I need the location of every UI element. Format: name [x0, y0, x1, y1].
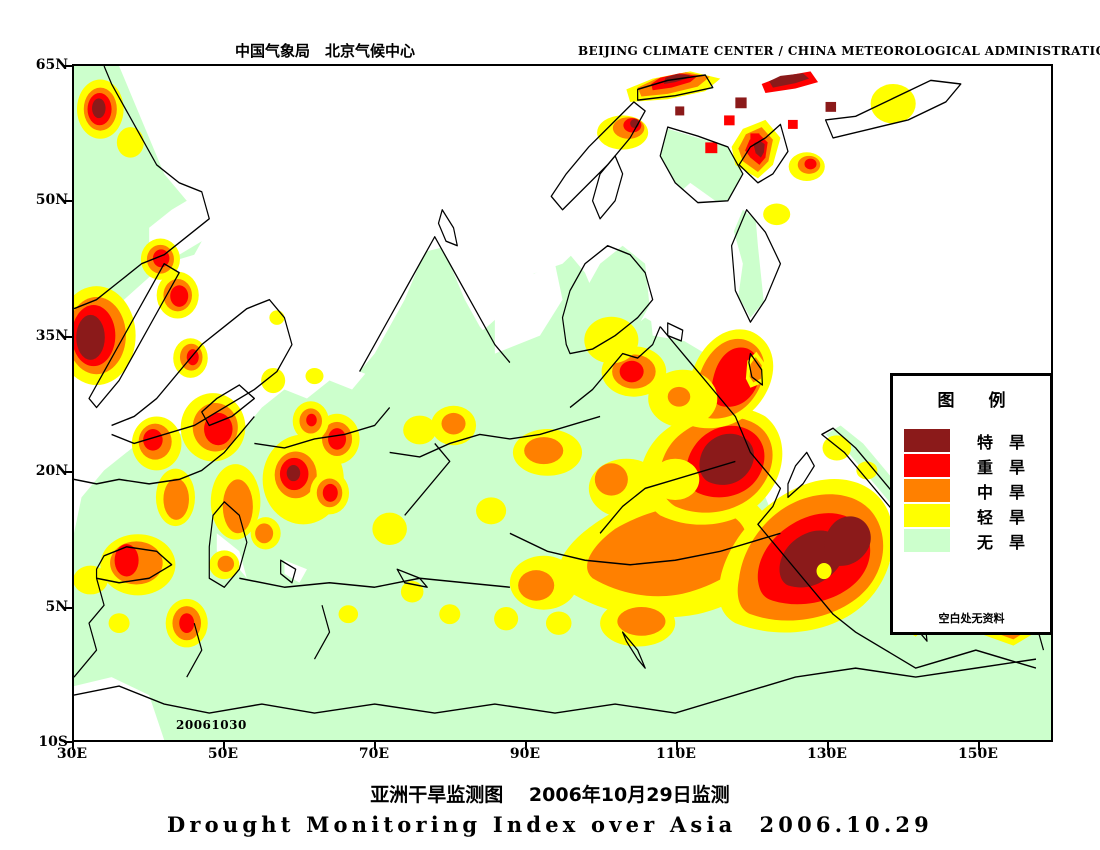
drought-region-siberia-patch: [494, 606, 519, 631]
x-tick-90e: 90E: [509, 746, 541, 762]
drought-region-japan: [822, 435, 878, 480]
legend-item-none: 无 旱: [903, 528, 1025, 553]
drought-region-se-africa: [77, 79, 124, 139]
x-tick-150e: 150E: [958, 746, 998, 762]
drought-region-maluku: [788, 152, 825, 182]
header-org-en: BEIJING CLIMATE CENTER / CHINA METEOROLO…: [578, 44, 1100, 58]
x-tickmark-30e: [72, 742, 74, 750]
drought-region-scattered: [108, 310, 461, 634]
drought-region-tanzania: [116, 127, 144, 158]
drought-region-taiwan: [745, 351, 766, 388]
drought-region-uzbekistan: [250, 517, 281, 550]
y-tickmark-5n: [64, 607, 72, 609]
x-tick-110e: 110E: [656, 746, 696, 762]
drought-region-borneo-pix: [675, 97, 837, 154]
drought-region-west-russia: [165, 598, 208, 648]
legend-title: 图 例: [937, 391, 1006, 411]
x-tick-30e: 30E: [56, 746, 88, 762]
y-tick-65n: 65N: [35, 57, 68, 73]
x-tickmark-70e: [374, 742, 376, 750]
y-tickmark-65n: [64, 65, 72, 67]
x-tickmark-110e: [676, 742, 678, 750]
legend-swatch-moderate: [903, 478, 951, 503]
drought-region-loess-plateau: [588, 458, 664, 519]
drought-region-tibet-edge: [512, 429, 583, 476]
drought-region-kazakhstan-east: [309, 471, 350, 515]
header-org-cn: 中国气象局 北京气候中心: [235, 42, 416, 60]
y-tickmark-50n: [64, 200, 72, 202]
drought-region-zagros: [131, 416, 182, 471]
legend-label-none: 无 旱: [977, 532, 1026, 552]
drought-region-sumatra-south: [597, 115, 649, 150]
legend-note: 空白处无资料: [938, 612, 1005, 625]
y-tick-5n: 5N: [45, 599, 68, 615]
x-tick-130e: 130E: [807, 746, 847, 762]
legend-label-extreme: 特 旱: [977, 432, 1026, 452]
drought-region-java: [626, 71, 721, 102]
x-tickmark-50e: [223, 742, 225, 750]
datestamp-label: 20061030: [176, 718, 247, 732]
y-tick-35n: 35N: [35, 328, 68, 344]
drought-region-siberia-patch2: [545, 611, 572, 635]
drought-region-aral: [210, 464, 261, 540]
legend-label-severe: 重 旱: [977, 457, 1026, 477]
y-tick-10s: 10S: [38, 734, 68, 750]
drought-region-caspian-north: [209, 550, 240, 580]
drought-region-iraq: [155, 468, 195, 527]
x-tick-50e: 50E: [207, 746, 239, 762]
drought-region-turkey: [100, 534, 176, 596]
legend-item-light: 轻 旱: [903, 503, 1025, 528]
x-tick-70e: 70E: [358, 746, 390, 762]
drought-region-hunan: [648, 369, 718, 428]
legend-swatch-none: [903, 528, 951, 553]
y-tickmark-35n: [64, 336, 72, 338]
title-english: Drought Monitoring Index over Asia 2006.…: [167, 812, 933, 837]
title-chinese: 亚洲干旱监测图 2006年10月29日监测: [370, 784, 730, 806]
legend-item-extreme: 特 旱: [903, 428, 1025, 453]
drought-region-mongolia-west: [509, 555, 578, 610]
drought-region-timor: [761, 71, 819, 93]
y-tickmark-20n: [64, 471, 72, 473]
drought-region-new-guinea: [870, 83, 916, 124]
legend-item-moderate: 中 旱: [903, 478, 1025, 503]
drought-region-india-nw: [430, 405, 477, 446]
y-tick-20n: 20N: [35, 463, 68, 479]
x-tickmark-90e: [525, 742, 527, 750]
legend-rows: 特 旱 重 旱 中 旱 轻 旱 无 旱: [903, 428, 1025, 553]
legend-box: 图 例 特 旱 重 旱 中 旱 轻 旱 无 旱 空白处无资料: [890, 373, 1053, 635]
legend-swatch-severe: [903, 453, 951, 478]
map-plot-area[interactable]: [72, 64, 1053, 742]
drought-region-northeast-china: [718, 479, 894, 633]
drought-region-red-sea: [74, 286, 136, 386]
y-tick-50n: 50N: [35, 192, 68, 208]
drought-region-mongolia-north: [600, 599, 676, 647]
drought-region-siberia-west: [372, 512, 407, 545]
drought-region-philippines-south: [763, 203, 791, 226]
legend-item-severe: 重 旱: [903, 453, 1025, 478]
drought-region-yemen: [156, 271, 199, 319]
drought-region-afghanistan: [292, 401, 329, 441]
drought-region-india-central: [403, 415, 437, 445]
x-tickmark-130e: [827, 742, 829, 750]
legend-swatch-extreme: [903, 428, 951, 453]
legend-label-moderate: 中 旱: [977, 482, 1026, 502]
drought-region-xinjiang: [476, 497, 507, 525]
drought-region-pakistan: [261, 367, 286, 394]
x-tickmark-150e: [978, 742, 980, 750]
legend-label-light: 轻 旱: [977, 507, 1026, 527]
y-tickmark-10s: [64, 741, 72, 743]
legend-swatch-light: [903, 503, 951, 528]
